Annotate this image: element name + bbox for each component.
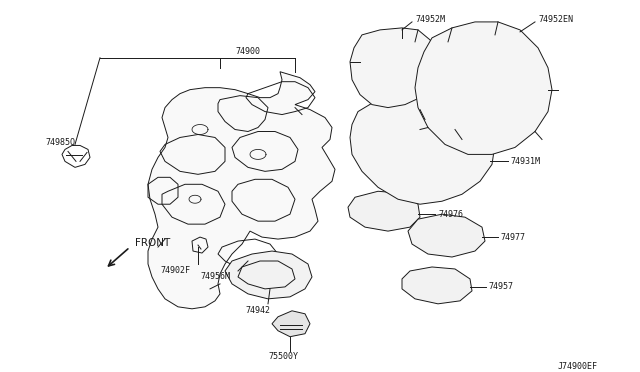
Text: 74977: 74977	[500, 232, 525, 241]
Polygon shape	[148, 72, 335, 309]
Polygon shape	[402, 267, 472, 304]
Polygon shape	[272, 311, 310, 337]
Text: 74957: 74957	[488, 282, 513, 291]
Polygon shape	[225, 251, 312, 299]
Text: 74952EN: 74952EN	[538, 15, 573, 25]
Polygon shape	[415, 22, 552, 154]
Text: 74900: 74900	[236, 47, 260, 56]
Polygon shape	[350, 90, 495, 204]
Polygon shape	[350, 28, 438, 108]
Polygon shape	[408, 214, 485, 257]
Text: J74900EF: J74900EF	[558, 362, 598, 371]
Text: FRONT: FRONT	[135, 238, 170, 248]
Text: 74952M: 74952M	[415, 15, 445, 25]
Text: 74931M: 74931M	[510, 157, 540, 166]
Text: 74942: 74942	[246, 306, 271, 315]
Text: 74985Q: 74985Q	[45, 138, 75, 147]
Polygon shape	[348, 191, 420, 231]
Text: 74956M: 74956M	[200, 272, 230, 282]
Text: 74976: 74976	[438, 210, 463, 219]
Text: 75500Y: 75500Y	[268, 352, 298, 361]
Text: 74902F: 74902F	[160, 266, 190, 275]
